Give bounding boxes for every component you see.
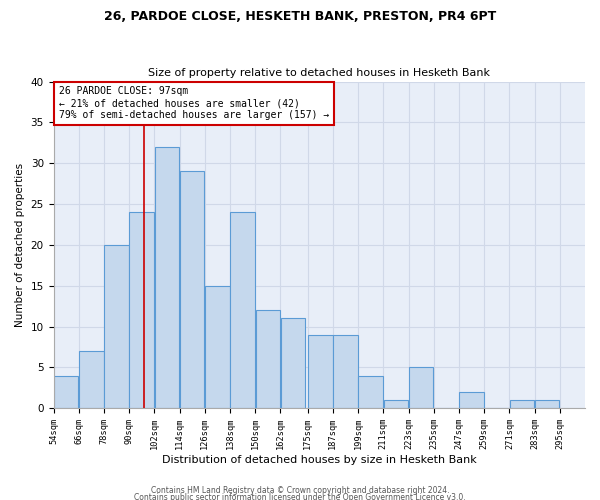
Bar bbox=[155, 147, 179, 408]
Bar bbox=[281, 318, 305, 408]
Bar bbox=[230, 212, 255, 408]
Bar bbox=[205, 286, 230, 408]
Bar bbox=[358, 376, 383, 408]
Bar bbox=[333, 334, 358, 408]
Text: Contains HM Land Registry data © Crown copyright and database right 2024.: Contains HM Land Registry data © Crown c… bbox=[151, 486, 449, 495]
Text: 26, PARDOE CLOSE, HESKETH BANK, PRESTON, PR4 6PT: 26, PARDOE CLOSE, HESKETH BANK, PRESTON,… bbox=[104, 10, 496, 23]
Text: Contains public sector information licensed under the Open Government Licence v3: Contains public sector information licen… bbox=[134, 494, 466, 500]
Bar bbox=[509, 400, 534, 408]
Title: Size of property relative to detached houses in Hesketh Bank: Size of property relative to detached ho… bbox=[148, 68, 490, 78]
Bar bbox=[383, 400, 408, 408]
Bar bbox=[308, 334, 332, 408]
Text: 26 PARDOE CLOSE: 97sqm
← 21% of detached houses are smaller (42)
79% of semi-det: 26 PARDOE CLOSE: 97sqm ← 21% of detached… bbox=[59, 86, 329, 120]
Bar bbox=[535, 400, 559, 408]
Bar bbox=[79, 351, 104, 408]
Bar bbox=[130, 212, 154, 408]
Bar bbox=[256, 310, 280, 408]
Y-axis label: Number of detached properties: Number of detached properties bbox=[15, 163, 25, 327]
Bar bbox=[104, 245, 129, 408]
Bar bbox=[180, 172, 205, 408]
Bar bbox=[54, 376, 79, 408]
X-axis label: Distribution of detached houses by size in Hesketh Bank: Distribution of detached houses by size … bbox=[162, 455, 476, 465]
Bar bbox=[409, 368, 433, 408]
Bar bbox=[459, 392, 484, 408]
